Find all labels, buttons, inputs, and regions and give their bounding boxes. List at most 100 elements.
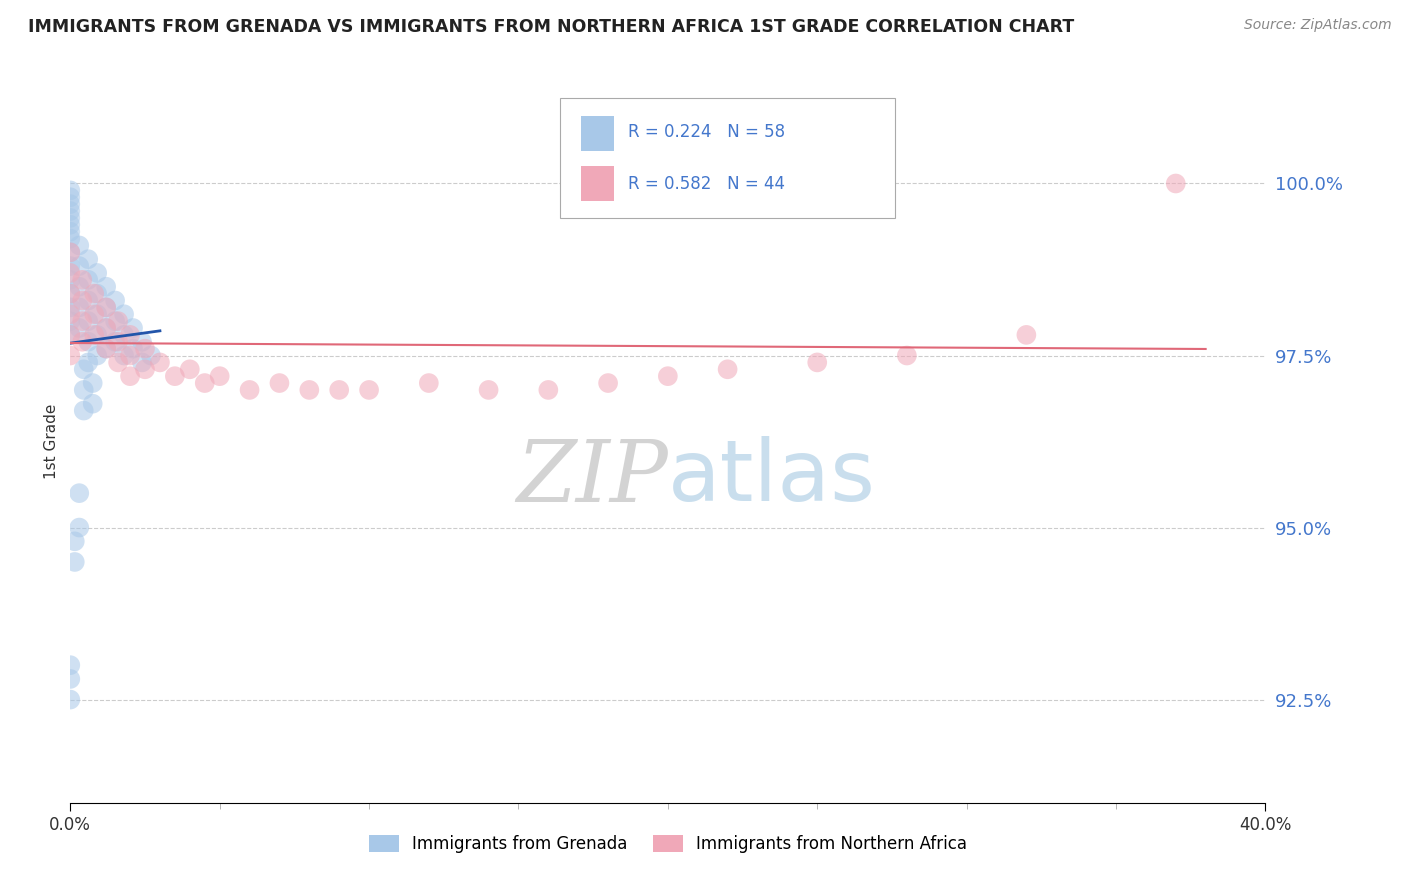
Point bbox=[149, 355, 172, 369]
Point bbox=[59, 266, 82, 280]
Point bbox=[63, 555, 86, 569]
Point bbox=[59, 307, 82, 321]
Point bbox=[59, 190, 82, 204]
Point bbox=[59, 204, 82, 219]
Point bbox=[1164, 177, 1187, 191]
Point bbox=[77, 314, 100, 328]
Point bbox=[59, 692, 82, 706]
Text: ZIP: ZIP bbox=[516, 436, 668, 519]
Point bbox=[59, 301, 82, 315]
Point bbox=[717, 362, 740, 376]
Point bbox=[59, 225, 82, 239]
FancyBboxPatch shape bbox=[581, 166, 614, 201]
Point bbox=[104, 314, 127, 328]
Point bbox=[96, 301, 117, 315]
Point bbox=[96, 342, 117, 356]
FancyBboxPatch shape bbox=[581, 117, 614, 151]
Point bbox=[537, 383, 560, 397]
Point bbox=[86, 327, 108, 342]
Point bbox=[107, 314, 129, 328]
Point bbox=[77, 355, 100, 369]
Text: atlas: atlas bbox=[668, 436, 876, 519]
Point bbox=[77, 293, 100, 308]
Point bbox=[59, 231, 82, 245]
Point bbox=[83, 307, 105, 321]
Point bbox=[96, 279, 117, 293]
Point bbox=[134, 362, 156, 376]
Point bbox=[96, 342, 117, 356]
Point bbox=[131, 355, 153, 369]
Text: Source: ZipAtlas.com: Source: ZipAtlas.com bbox=[1244, 18, 1392, 32]
Point bbox=[59, 327, 82, 342]
Point bbox=[86, 349, 108, 363]
Point bbox=[63, 534, 86, 549]
Point bbox=[59, 658, 82, 673]
Point bbox=[598, 376, 620, 390]
Point bbox=[112, 327, 135, 342]
Legend: Immigrants from Grenada, Immigrants from Northern Africa: Immigrants from Grenada, Immigrants from… bbox=[363, 828, 973, 860]
Point bbox=[418, 376, 440, 390]
Point bbox=[96, 301, 117, 315]
Point bbox=[107, 355, 129, 369]
Point bbox=[298, 383, 321, 397]
Point bbox=[139, 349, 162, 363]
Point bbox=[104, 293, 127, 308]
Point bbox=[478, 383, 501, 397]
Point bbox=[59, 259, 82, 273]
Point bbox=[67, 259, 90, 273]
Point bbox=[86, 266, 108, 280]
Text: R = 0.224   N = 58: R = 0.224 N = 58 bbox=[628, 123, 786, 141]
Point bbox=[59, 218, 82, 232]
Text: R = 0.582   N = 44: R = 0.582 N = 44 bbox=[628, 175, 786, 193]
Point bbox=[59, 314, 82, 328]
Point bbox=[83, 286, 105, 301]
Point bbox=[112, 307, 135, 321]
Point bbox=[73, 383, 96, 397]
Point bbox=[59, 286, 82, 301]
Point bbox=[120, 327, 141, 342]
Point bbox=[208, 369, 231, 384]
Point bbox=[59, 245, 82, 260]
Point bbox=[73, 362, 96, 376]
Point bbox=[82, 376, 104, 390]
Point bbox=[86, 307, 108, 321]
FancyBboxPatch shape bbox=[561, 98, 896, 218]
Point bbox=[67, 520, 90, 534]
Point bbox=[120, 369, 141, 384]
Point bbox=[328, 383, 350, 397]
Point bbox=[1015, 327, 1038, 342]
Point bbox=[107, 334, 129, 349]
Point bbox=[59, 211, 82, 225]
Point bbox=[359, 383, 381, 397]
Point bbox=[67, 321, 90, 335]
Point bbox=[67, 279, 90, 293]
Point bbox=[194, 376, 217, 390]
Point bbox=[806, 355, 828, 369]
Point bbox=[96, 321, 117, 335]
Point bbox=[131, 334, 153, 349]
Point bbox=[134, 342, 156, 356]
Point bbox=[70, 314, 93, 328]
Y-axis label: 1st Grade: 1st Grade bbox=[44, 404, 59, 479]
Point bbox=[657, 369, 679, 384]
Point bbox=[83, 327, 105, 342]
Point bbox=[239, 383, 262, 397]
Point bbox=[67, 238, 90, 252]
Point bbox=[59, 672, 82, 686]
Point bbox=[59, 286, 82, 301]
Point bbox=[122, 321, 145, 335]
Point bbox=[70, 273, 93, 287]
Point bbox=[70, 334, 93, 349]
Point bbox=[59, 245, 82, 260]
Point bbox=[112, 349, 135, 363]
Point bbox=[59, 183, 82, 197]
Point bbox=[896, 349, 918, 363]
Point bbox=[120, 349, 141, 363]
Point bbox=[59, 349, 82, 363]
Point bbox=[67, 301, 90, 315]
Point bbox=[82, 397, 104, 411]
Text: IMMIGRANTS FROM GRENADA VS IMMIGRANTS FROM NORTHERN AFRICA 1ST GRADE CORRELATION: IMMIGRANTS FROM GRENADA VS IMMIGRANTS FR… bbox=[28, 18, 1074, 36]
Point bbox=[104, 334, 127, 349]
Point bbox=[67, 486, 90, 500]
Point bbox=[96, 321, 117, 335]
